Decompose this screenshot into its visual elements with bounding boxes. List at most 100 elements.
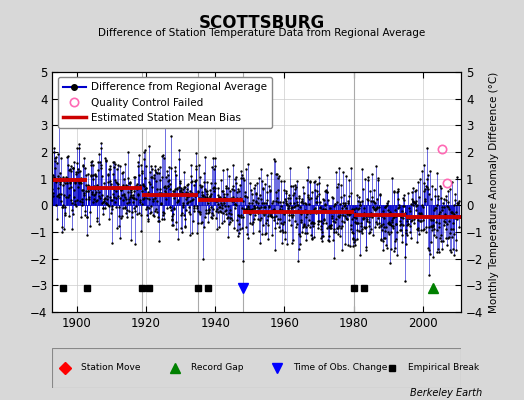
Point (329, 195, 337, 201)
Point (167, 206, 176, 213)
Point (129, 195, 138, 202)
Point (451, 197, 460, 203)
Point (151, 167, 159, 174)
Point (150, 163, 159, 170)
Point (430, 226, 438, 232)
Point (172, 186, 181, 192)
Point (50, 174, 59, 181)
Point (139, 183, 148, 189)
Point (127, 193, 136, 200)
Point (96, 161, 105, 168)
Point (63, 161, 72, 168)
Point (252, 198, 260, 205)
Point (189, 192, 198, 198)
Point (337, 224, 345, 231)
Point (366, 228, 375, 235)
Point (188, 178, 196, 184)
Point (413, 227, 422, 233)
Point (446, 230, 455, 236)
Point (303, 230, 311, 236)
Point (316, 205, 324, 212)
Point (391, 238, 399, 244)
Point (282, 188, 291, 194)
Point (166, 204, 174, 210)
Point (87, 172, 95, 179)
Point (236, 182, 244, 188)
Point (176, 180, 184, 186)
Point (306, 178, 314, 185)
Point (198, 183, 206, 189)
Point (96, 184, 104, 190)
Point (180, 169, 189, 176)
Point (213, 198, 221, 204)
Point (260, 204, 268, 210)
Point (344, 242, 353, 248)
Point (128, 214, 136, 220)
Point (62, 154, 71, 160)
Point (373, 204, 381, 211)
Point (432, 226, 441, 233)
Point (239, 198, 247, 204)
Point (404, 221, 412, 228)
Point (94, 159, 102, 165)
Point (450, 230, 458, 237)
Point (360, 210, 368, 216)
Point (418, 168, 426, 174)
Point (418, 213, 427, 219)
Point (432, 204, 440, 211)
Point (383, 202, 391, 208)
Point (133, 192, 141, 198)
Point (368, 204, 377, 210)
Point (386, 221, 395, 227)
Point (167, 164, 175, 171)
Point (254, 194, 263, 201)
Point (205, 206, 213, 212)
Point (58, 174, 67, 180)
Point (136, 182, 144, 189)
Point (117, 213, 126, 220)
Point (135, 172, 143, 178)
Point (183, 200, 191, 206)
Point (219, 210, 227, 216)
Point (176, 178, 184, 184)
Point (425, 272, 433, 279)
Point (231, 176, 239, 183)
Point (296, 240, 304, 247)
Point (133, 186, 141, 192)
Point (399, 202, 408, 209)
Point (257, 196, 265, 202)
Point (450, 211, 458, 218)
Point (359, 185, 367, 192)
Point (367, 210, 376, 216)
Point (118, 197, 127, 203)
Point (134, 158, 143, 165)
Point (378, 212, 386, 218)
Point (122, 210, 130, 216)
Point (337, 223, 346, 229)
Point (156, 177, 164, 184)
Point (395, 204, 403, 210)
Point (210, 166, 219, 172)
Point (104, 166, 113, 172)
Point (257, 204, 266, 211)
Point (350, 238, 358, 245)
Point (399, 197, 408, 203)
Point (370, 206, 378, 213)
Point (279, 221, 287, 227)
Point (101, 158, 110, 164)
Point (227, 197, 236, 204)
Point (410, 216, 418, 222)
Point (188, 190, 196, 196)
Point (100, 198, 108, 204)
Point (368, 170, 376, 177)
Point (367, 214, 376, 220)
Point (362, 247, 370, 253)
Point (206, 191, 215, 197)
Point (126, 194, 134, 200)
Point (445, 234, 453, 240)
Point (299, 221, 308, 228)
Point (424, 190, 433, 197)
Point (316, 226, 325, 232)
Point (259, 200, 268, 207)
Point (331, 201, 339, 208)
